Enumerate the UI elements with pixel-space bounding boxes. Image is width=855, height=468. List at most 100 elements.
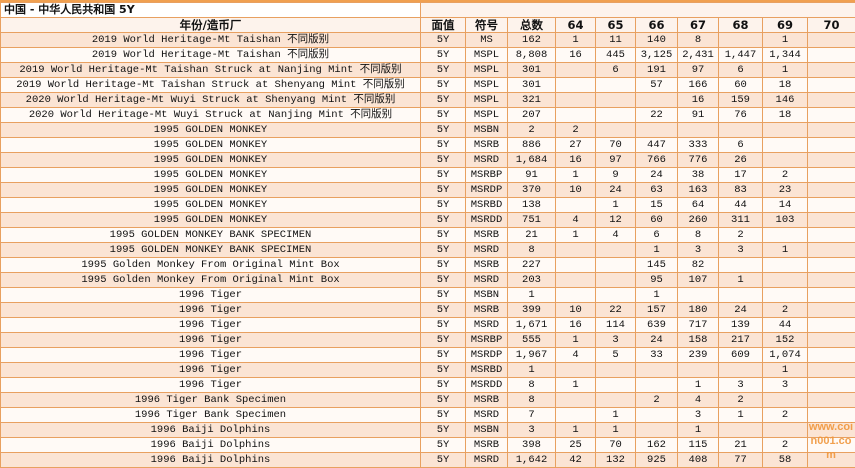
table-cell[interactable]	[595, 287, 636, 303]
table-cell[interactable]: 16	[555, 152, 596, 168]
table-cell[interactable]: 2	[718, 227, 763, 243]
table-cell[interactable]: 1	[762, 362, 808, 378]
coin-name-cell[interactable]: 1995 Golden Monkey From Original Mint Bo…	[0, 272, 421, 288]
table-cell[interactable]: 16	[555, 317, 596, 333]
coin-name-cell[interactable]: 1996 Tiger Bank Specimen	[0, 392, 421, 408]
table-cell[interactable]	[555, 107, 596, 123]
table-cell[interactable]	[806, 452, 855, 468]
table-cell[interactable]	[806, 287, 855, 303]
table-cell[interactable]: 5Y	[420, 452, 466, 468]
table-cell[interactable]: 776	[677, 152, 719, 168]
table-cell[interactable]: 5Y	[420, 152, 466, 168]
table-cell[interactable]: 114	[595, 317, 636, 333]
table-cell[interactable]: 8	[677, 227, 719, 243]
table-cell[interactable]: 159	[718, 92, 763, 108]
table-cell[interactable]: 1	[507, 362, 556, 378]
table-cell[interactable]: MSRDP	[465, 347, 508, 363]
table-cell[interactable]: 5Y	[420, 257, 466, 273]
table-cell[interactable]: 6	[718, 62, 763, 78]
table-cell[interactable]: 1	[677, 377, 719, 393]
table-cell[interactable]: 2	[762, 407, 808, 423]
table-cell[interactable]: 1	[677, 422, 719, 438]
table-cell[interactable]: MSPL	[465, 47, 508, 63]
table-cell[interactable]	[806, 92, 855, 108]
table-cell[interactable]: 10	[555, 182, 596, 198]
table-cell[interactable]: 398	[507, 437, 556, 453]
table-cell[interactable]: 63	[635, 182, 678, 198]
table-cell[interactable]: MSRD	[465, 152, 508, 168]
table-cell[interactable]: 103	[762, 212, 808, 228]
table-cell[interactable]: 25	[555, 437, 596, 453]
table-cell[interactable]: 639	[635, 317, 678, 333]
table-cell[interactable]: 4	[555, 212, 596, 228]
table-cell[interactable]: MSRBD	[465, 362, 508, 378]
table-cell[interactable]: 24	[635, 167, 678, 183]
table-cell[interactable]	[806, 152, 855, 168]
coin-name-cell[interactable]: 2020 World Heritage-Mt Wuyi Struck at Sh…	[0, 92, 421, 108]
table-cell[interactable]	[677, 362, 719, 378]
coin-name-cell[interactable]: 1996 Tiger	[0, 332, 421, 348]
table-cell[interactable]: MSRDD	[465, 212, 508, 228]
table-cell[interactable]: 64	[677, 197, 719, 213]
table-cell[interactable]: 139	[718, 317, 763, 333]
table-cell[interactable]: 1	[635, 287, 678, 303]
table-cell[interactable]: 1	[718, 407, 763, 423]
table-cell[interactable]: 5Y	[420, 362, 466, 378]
table-cell[interactable]: 1,967	[507, 347, 556, 363]
table-cell[interactable]: MSPL	[465, 62, 508, 78]
table-cell[interactable]	[806, 257, 855, 273]
coin-name-cell[interactable]: 1996 Baiji Dolphins	[0, 437, 421, 453]
table-cell[interactable]	[762, 422, 808, 438]
table-cell[interactable]: 16	[677, 92, 719, 108]
table-cell[interactable]: 8	[507, 392, 556, 408]
table-cell[interactable]	[635, 407, 678, 423]
table-cell[interactable]	[677, 287, 719, 303]
table-cell[interactable]: 162	[635, 437, 678, 453]
table-cell[interactable]	[806, 167, 855, 183]
table-cell[interactable]: 5Y	[420, 227, 466, 243]
table-cell[interactable]	[762, 122, 808, 138]
coin-name-cell[interactable]: 1995 Golden Monkey From Original Mint Bo…	[0, 257, 421, 273]
table-cell[interactable]: 5Y	[420, 242, 466, 258]
table-cell[interactable]: 10	[555, 302, 596, 318]
table-cell[interactable]: 6	[718, 137, 763, 153]
table-cell[interactable]: 925	[635, 452, 678, 468]
table-cell[interactable]: 163	[677, 182, 719, 198]
table-cell[interactable]: 203	[507, 272, 556, 288]
table-cell[interactable]: 1,344	[762, 47, 808, 63]
table-cell[interactable]: 83	[718, 182, 763, 198]
table-cell[interactable]: 207	[507, 107, 556, 123]
table-cell[interactable]: 370	[507, 182, 556, 198]
table-cell[interactable]: 4	[555, 347, 596, 363]
table-cell[interactable]: 158	[677, 332, 719, 348]
table-cell[interactable]: 5Y	[420, 77, 466, 93]
table-cell[interactable]	[762, 227, 808, 243]
table-cell[interactable]: 5Y	[420, 107, 466, 123]
table-cell[interactable]	[718, 122, 763, 138]
coin-name-cell[interactable]: 1995 GOLDEN MONKEY	[0, 137, 421, 153]
coin-name-cell[interactable]: 1996 Tiger	[0, 347, 421, 363]
table-cell[interactable]: 8,808	[507, 47, 556, 63]
table-cell[interactable]	[555, 197, 596, 213]
table-cell[interactable]	[555, 272, 596, 288]
coin-name-cell[interactable]: 2019 World Heritage-Mt Taishan Struck at…	[0, 62, 421, 78]
table-cell[interactable]	[555, 62, 596, 78]
table-cell[interactable]: 1	[555, 167, 596, 183]
table-cell[interactable]	[595, 272, 636, 288]
coin-name-cell[interactable]: 1995 GOLDEN MONKEY	[0, 167, 421, 183]
table-cell[interactable]: MSRD	[465, 272, 508, 288]
table-cell[interactable]	[806, 317, 855, 333]
table-cell[interactable]	[555, 287, 596, 303]
table-cell[interactable]: 15	[635, 197, 678, 213]
coin-name-cell[interactable]: 1995 GOLDEN MONKEY	[0, 182, 421, 198]
table-cell[interactable]: 24	[718, 302, 763, 318]
table-cell[interactable]: 57	[635, 77, 678, 93]
table-cell[interactable]: 140	[635, 32, 678, 48]
table-cell[interactable]: 18	[762, 77, 808, 93]
table-cell[interactable]: 5Y	[420, 137, 466, 153]
coin-name-cell[interactable]: 1996 Tiger	[0, 377, 421, 393]
table-cell[interactable]: 5Y	[420, 197, 466, 213]
coin-name-cell[interactable]: 2019 World Heritage-Mt Taishan 不同版别	[0, 32, 421, 48]
table-cell[interactable]	[555, 92, 596, 108]
table-cell[interactable]: 3	[595, 332, 636, 348]
